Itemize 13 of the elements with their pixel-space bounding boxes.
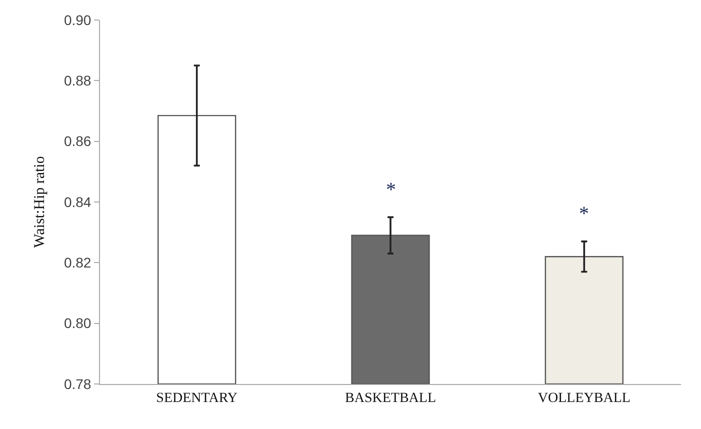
y-tick-label: 0.78 — [64, 376, 92, 392]
y-tick-label: 0.90 — [64, 12, 92, 28]
x-tick-label: VOLLEYBALL — [538, 390, 630, 406]
annotation: * — [579, 203, 589, 225]
x-tick-label: SEDENTARY — [156, 390, 238, 406]
y-tick-label: 0.82 — [64, 254, 92, 271]
y-tick-label: 0.84 — [64, 194, 92, 210]
annotation: * — [386, 179, 396, 201]
y-tick-label: 0.80 — [64, 315, 92, 332]
y-tick-label: 0.86 — [64, 133, 92, 150]
y-tick-label: 0.88 — [64, 72, 92, 89]
y-axis-title: Waist:Hip ratio — [32, 156, 48, 248]
x-tick-label: BASKETBALL — [345, 390, 436, 406]
